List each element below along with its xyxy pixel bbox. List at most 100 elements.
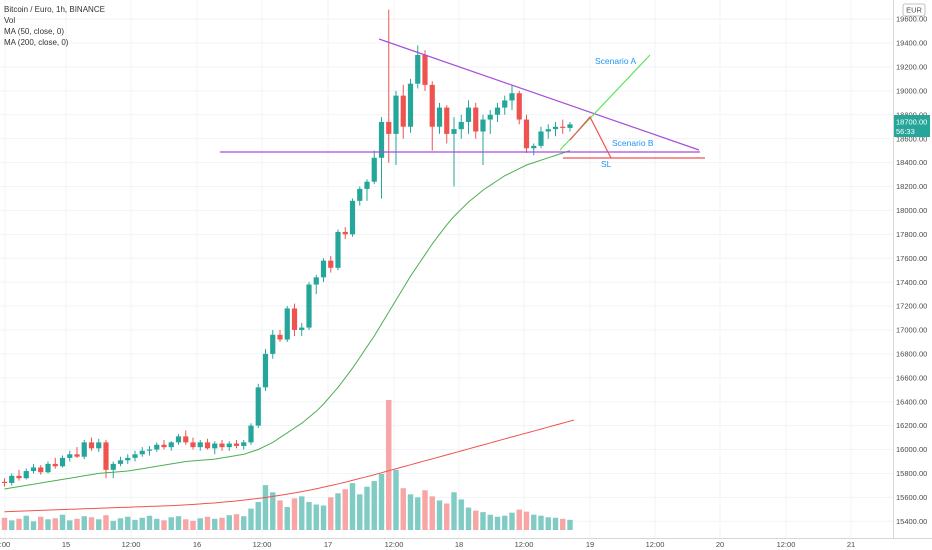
y-tick-label: 16600.00: [896, 373, 927, 382]
candle-body: [38, 467, 44, 473]
volume-bar: [487, 514, 493, 530]
candle: [175, 433, 182, 445]
candle-body: [190, 442, 196, 448]
volume-bar: [299, 496, 305, 530]
candle-body: [74, 454, 80, 457]
price-axis[interactable]: 15400.00 15600.00 15800.00 16000.00 16200.00…: [893, 0, 932, 550]
volume-bar: [197, 518, 203, 530]
volume-bar: [81, 516, 87, 530]
volume-bar: [465, 507, 472, 530]
candle-body: [422, 54, 428, 85]
moving-averages: [4, 150, 575, 513]
volume-bar: [204, 516, 211, 530]
volume-bar: [494, 516, 501, 530]
legend-symbol[interactable]: Bitcoin / Euro, 1h, BINANCE: [4, 5, 105, 14]
candle: [523, 114, 530, 154]
volume-bar: [154, 518, 160, 530]
volume-bar: [190, 520, 196, 530]
volume-bar: [74, 518, 80, 530]
volume-bar: [349, 483, 356, 530]
candle-body: [371, 157, 377, 182]
volume-bar: [168, 517, 174, 530]
drawings: Scenario A Scenario B SL: [220, 38, 705, 169]
candle: [328, 255, 334, 273]
volume-bar: [328, 497, 334, 530]
candle: [190, 437, 196, 450]
candle: [306, 282, 312, 330]
candle-body: [154, 444, 160, 450]
y-tick-label: 17000.00: [896, 326, 927, 335]
volume-bar: [364, 486, 370, 530]
candle-body: [458, 121, 464, 130]
candle-body: [248, 425, 254, 443]
y-tick-label: 17800.00: [896, 230, 927, 239]
candle: [226, 441, 232, 451]
volume-bar: [451, 492, 457, 530]
candle: [538, 126, 544, 149]
candle: [531, 143, 537, 156]
candle-body: [328, 260, 334, 268]
candle-body: [132, 454, 138, 458]
candle: [117, 456, 124, 467]
sl-label: SL: [601, 159, 612, 169]
candle-body: [429, 84, 435, 127]
candle: [386, 9, 392, 163]
legend-ma50[interactable]: MA (50, close, 0): [4, 27, 65, 36]
volume-bar: [560, 518, 566, 530]
candle-body: [386, 121, 392, 134]
candle-body: [335, 231, 341, 268]
candle: [146, 445, 153, 456]
candle-body: [204, 442, 211, 449]
candle: [502, 95, 508, 115]
y-tick-label: 18600.00: [896, 134, 927, 143]
volume-bar: [480, 512, 486, 530]
candle-body: [378, 121, 385, 158]
candle: [516, 90, 522, 125]
candle: [270, 329, 276, 359]
candle-body: [393, 95, 399, 134]
volume-bar: [378, 473, 385, 530]
volume-bar: [146, 515, 153, 530]
candle-body: [161, 444, 167, 448]
candle-body: [284, 308, 290, 340]
candle: [255, 383, 261, 429]
candle: [567, 121, 573, 132]
candle-body: [226, 443, 232, 448]
candle-body: [400, 95, 406, 127]
candle: [509, 84, 515, 110]
candle-body: [9, 475, 15, 484]
candle-body: [146, 449, 153, 451]
candle-body: [175, 436, 182, 443]
candle-body: [545, 129, 551, 132]
volume-bar: [407, 494, 414, 530]
volume-bar: [1, 517, 8, 530]
candle: [96, 438, 102, 452]
candle: [393, 90, 399, 165]
candle-body: [473, 107, 479, 132]
candle: [407, 78, 414, 133]
volume-bar: [291, 498, 298, 530]
candle: [335, 229, 341, 271]
candle-body: [342, 231, 348, 235]
candle-body: [88, 442, 95, 449]
candle: [139, 447, 145, 457]
price-tag-value: 18700.00: [896, 118, 927, 127]
x-tick-label: 12:00: [515, 540, 534, 549]
x-tick-label: 12:00: [253, 540, 272, 549]
volume-bar: [538, 515, 544, 530]
volume-bars: [1, 400, 573, 530]
x-tick-label: 21: [847, 540, 855, 549]
candle: [262, 349, 269, 391]
candle-body: [364, 181, 370, 189]
y-tick-label: 16400.00: [896, 397, 927, 406]
candle: [241, 439, 247, 450]
candle: [378, 117, 385, 199]
legend-vol[interactable]: Vol: [4, 16, 16, 25]
time-axis[interactable]: :00 15 12:00 16 12:00 17 12:00 18 12:00 19 12:00 20…: [0, 538, 932, 550]
x-tick-label: 20: [716, 540, 724, 549]
y-tick-label: 19600.00: [896, 15, 927, 24]
legend-ma200[interactable]: MA (200, close, 0): [4, 38, 69, 47]
candle-body: [241, 442, 247, 446]
